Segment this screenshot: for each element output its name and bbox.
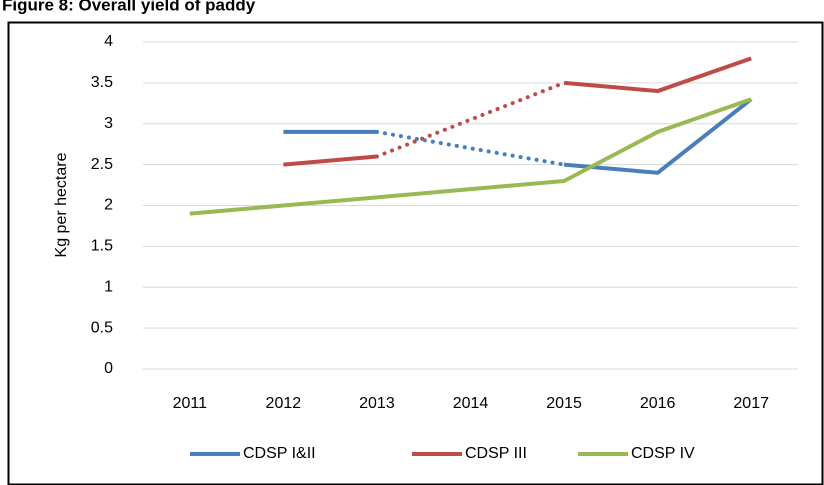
y-tick-label: 0.5 <box>91 319 113 336</box>
x-tick-label: 2012 <box>266 395 302 412</box>
chart-border <box>7 21 824 485</box>
y-tick-label: 1 <box>104 278 113 295</box>
y-tick-label: 4 <box>104 33 113 50</box>
y-tick-label: 2.5 <box>91 156 113 173</box>
x-tick-label: 2015 <box>546 395 582 412</box>
legend-label: CDSP I&II <box>243 445 316 462</box>
x-tick-label: 2013 <box>359 395 395 412</box>
y-tick-label: 3.5 <box>91 74 113 91</box>
x-tick-label: 2011 <box>173 395 208 412</box>
x-tick-label: 2014 <box>453 395 489 412</box>
chart-title: Figure 8: Overall yield of paddy <box>2 0 256 14</box>
legend-label: CDSP IV <box>631 445 695 462</box>
gap-connector <box>374 129 567 167</box>
y-axis-label: Kg per hectare <box>53 152 70 257</box>
y-tick-label: 2 <box>104 197 113 214</box>
series-line <box>283 56 752 167</box>
gap-connector <box>374 80 567 159</box>
y-tick-label: 0 <box>104 360 113 377</box>
series-line <box>283 97 753 175</box>
y-tick-label: 1.5 <box>91 238 113 255</box>
x-tick-label: 2016 <box>640 395 676 412</box>
series-line <box>189 97 752 216</box>
x-tick-label: 2017 <box>733 395 769 412</box>
y-tick-label: 3 <box>104 115 113 132</box>
legend-label: CDSP III <box>465 445 527 462</box>
